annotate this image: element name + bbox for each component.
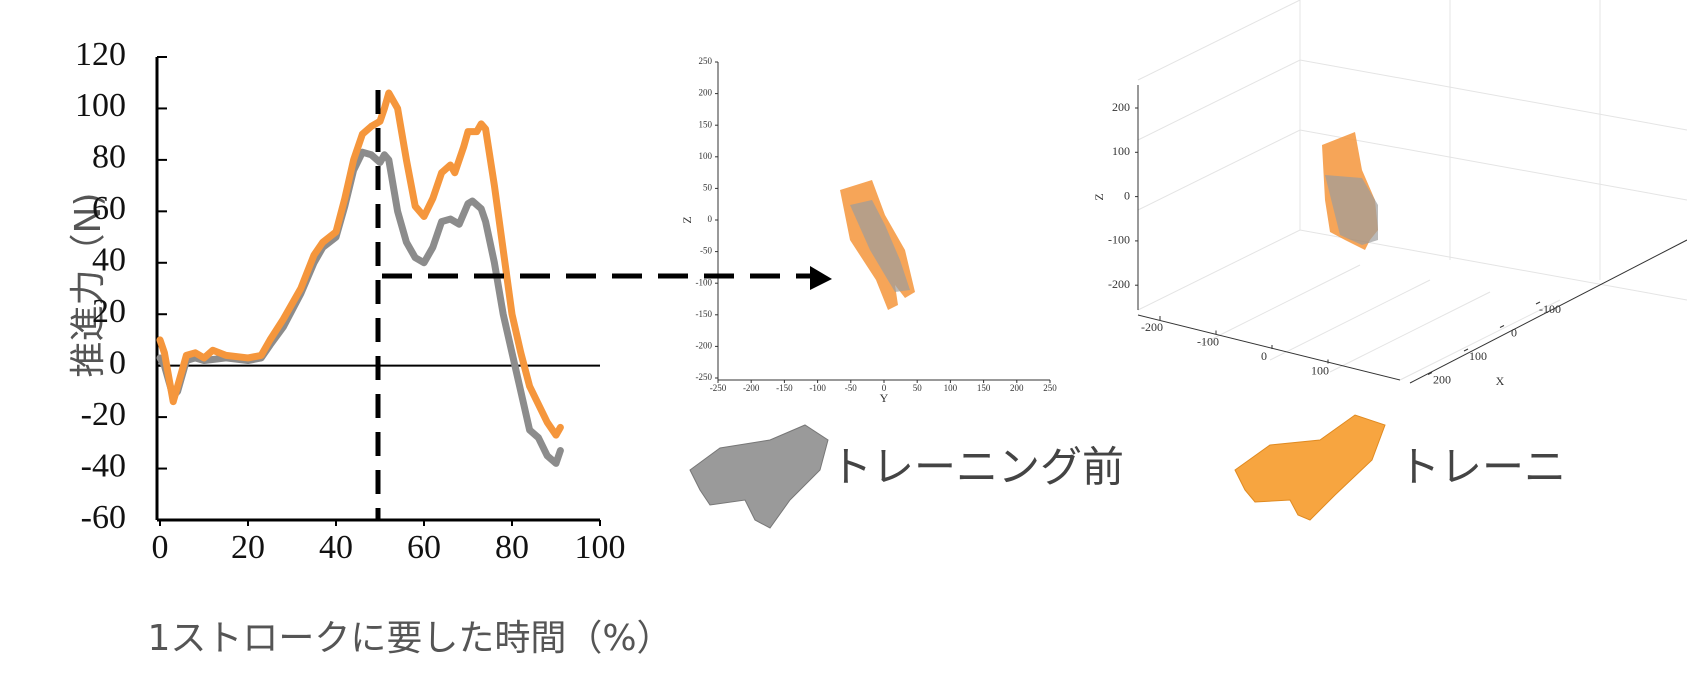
x-tick-label: 40 (319, 529, 353, 566)
legend-label: トレーニング前 (830, 443, 1124, 492)
inset-tick-label: 100 (1469, 349, 1487, 363)
y-tick-label: 20 (92, 293, 126, 330)
inset-tick-label: 0 (1511, 325, 1517, 339)
line (160, 93, 560, 435)
inset-tick-label: 100 (1112, 144, 1130, 158)
inset-tick-label: -100 (1197, 334, 1219, 348)
line (160, 152, 560, 463)
y-tick-label: 120 (75, 36, 126, 73)
x-tick-label: 0 (152, 529, 169, 566)
inset-tick-label: 100 (1311, 363, 1329, 377)
inset-tick-label: 250 (1043, 383, 1057, 393)
y-tick-label: 60 (92, 190, 126, 227)
inset-tick-label: -200 (1141, 320, 1163, 334)
inset-tick-label: -50 (700, 246, 712, 256)
inset-tick-label: -50 (845, 383, 857, 393)
x-tick-label: 80 (495, 529, 529, 566)
inset-tick-label: -200 (1108, 277, 1130, 291)
inset-tick-label: -200 (743, 383, 760, 393)
inset-axis-title: X (1496, 374, 1505, 388)
inset-tick-label: 200 (1433, 372, 1451, 386)
inset-tick-label: 250 (699, 56, 713, 66)
inset-tick-label: 0 (1261, 349, 1267, 363)
inset-tick-label: 200 (1112, 100, 1130, 114)
inset-tick-label: 100 (699, 151, 713, 161)
y-tick-label: -20 (81, 396, 126, 433)
inset-tick-label: -100 (809, 383, 826, 393)
hand-icon-orange (1235, 415, 1385, 520)
inset-tick-label: -100 (1539, 302, 1561, 316)
x-tick-label: 20 (231, 529, 265, 566)
figure: 推進力（N) 1ストロークに要した時間（%） トレーニング前 トレーニ -60-… (0, 0, 1687, 674)
grid-3d (1138, 0, 1687, 380)
inset-tick-label: 0 (1124, 188, 1130, 202)
inset-axis-title: Y (880, 391, 889, 405)
inset-tick-label: 200 (699, 88, 713, 98)
hand-3d-front (1322, 132, 1378, 250)
x-tick-label: 60 (407, 529, 441, 566)
inset-tick-label: -200 (696, 340, 713, 350)
y-tick-label: 100 (75, 87, 126, 124)
inset-tick (1500, 326, 1504, 328)
axis (1138, 315, 1400, 380)
inset-tick-label: 200 (1010, 383, 1024, 393)
inset-tick-label: 100 (944, 383, 958, 393)
inset-axis-title: Z (680, 216, 694, 223)
arrow-head (810, 266, 832, 290)
y-tick-label: -60 (81, 499, 126, 536)
inset-tick-label: -150 (776, 383, 793, 393)
inset-tick-label: 0 (708, 214, 713, 224)
y-tick-label: 40 (92, 242, 126, 279)
y-tick-label: -40 (81, 447, 126, 484)
hand-icon-gray (690, 425, 828, 528)
x-tick-label: 100 (575, 529, 626, 566)
hand-3d-side (840, 180, 915, 310)
inset-tick-label: -100 (696, 277, 713, 287)
inset-tick (1464, 349, 1468, 351)
inset-tick-label: 150 (977, 383, 991, 393)
inset-tick-label: -150 (696, 309, 713, 319)
inset-tick-label: 50 (913, 383, 923, 393)
x-axis-title: 1ストロークに要した時間（%） (147, 618, 672, 659)
inset-tick-label: 150 (699, 119, 713, 129)
inset-tick-label: -250 (710, 383, 727, 393)
inset-axis-title: Z (1092, 193, 1106, 200)
legend-label: トレーニ (1398, 443, 1566, 492)
inset-tick-label: 50 (703, 182, 713, 192)
y-tick-label: 80 (92, 139, 126, 176)
page: 推進力（N) 1ストロークに要した時間（%） トレーニング前 トレーニ -60-… (0, 0, 1687, 674)
inset-tick-label: -100 (1108, 233, 1130, 247)
inset-tick-label: -250 (696, 372, 713, 382)
y-tick-label: 0 (109, 344, 126, 381)
